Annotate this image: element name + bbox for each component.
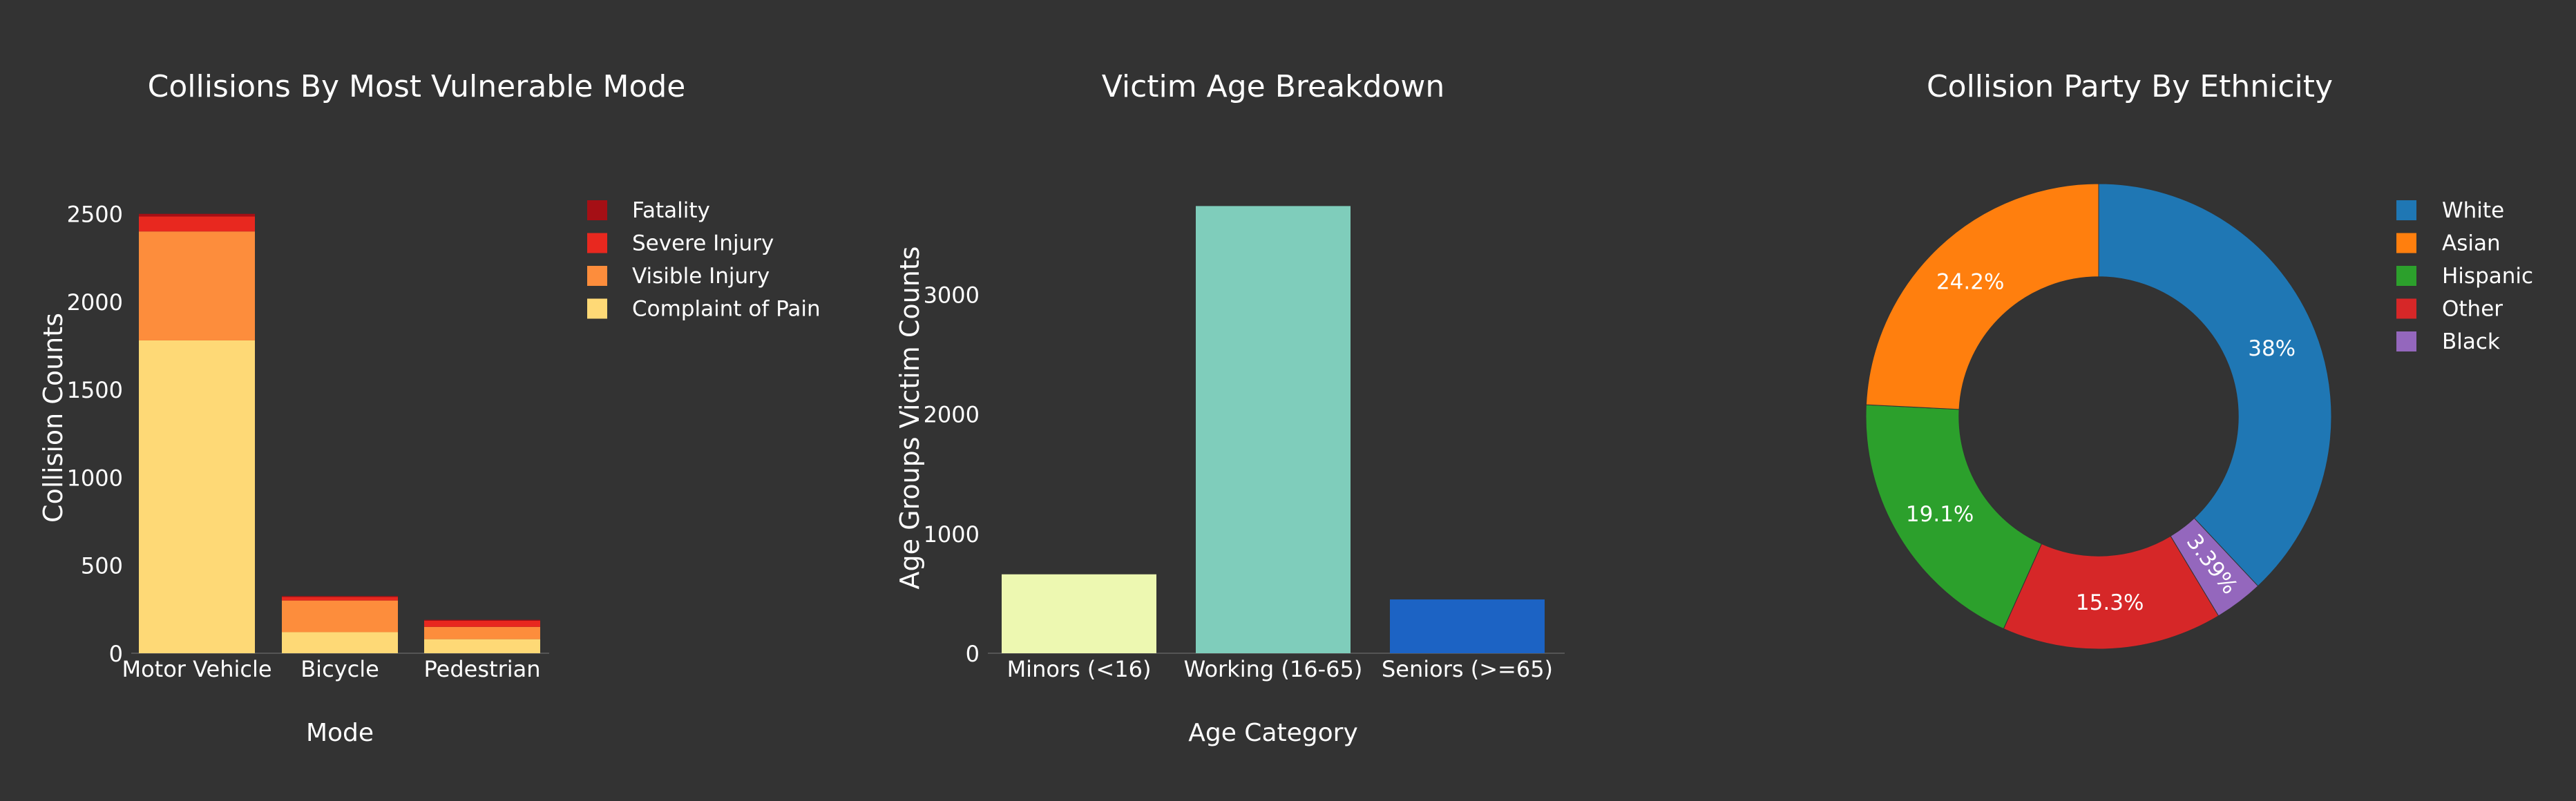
mode-y-tick-label: 2000 — [67, 289, 123, 316]
mode-x-tick-label: Pedestrian — [424, 656, 541, 682]
ethnicity-slice — [1865, 404, 2043, 630]
mode-y-tick-label: 1500 — [67, 377, 123, 403]
mode-legend-swatch — [587, 266, 607, 286]
mode-bar-segment — [282, 632, 398, 653]
ethnicity-legend-label: White — [2442, 198, 2504, 223]
mode-y-tick-label: 500 — [81, 553, 123, 579]
age-y-tick-label: 1000 — [924, 521, 980, 548]
ethnicity-legend-swatch — [2396, 266, 2416, 286]
mode-legend-swatch — [587, 200, 607, 220]
mode-y-tick-label: 1000 — [67, 465, 123, 491]
mode-bar-segment — [282, 597, 398, 601]
mode-bar-segment — [424, 620, 540, 627]
ethnicity-slice-label: 15.3% — [2076, 590, 2144, 615]
mode-legend-label: Fatality — [632, 198, 710, 223]
mode-x-tick-label: Bicycle — [300, 656, 379, 682]
ethnicity-legend-label: Black — [2442, 329, 2500, 354]
age-bar — [1196, 206, 1351, 653]
age-y-tick-label: 3000 — [924, 282, 980, 309]
age-bar — [1390, 599, 1545, 653]
ethnicity-legend-label: Other — [2442, 297, 2503, 322]
ethnicity-slice — [2003, 535, 2220, 650]
mode-chart-legend: Fatality Severe Injury Visible Injury Compl… — [587, 198, 821, 322]
mode-legend-swatch — [587, 233, 607, 253]
age-chart: Victim Age Breakdown Age Groups Victim C… — [895, 69, 1565, 747]
ethnicity-chart-title: Collision Party By Ethnicity — [1927, 69, 2333, 104]
age-chart-x-axis: Minors (<16) Working (16-65) Seniors (>=65… — [1007, 656, 1553, 682]
ethnicity-slice — [1865, 183, 2099, 410]
ethnicity-chart: Collision Party By Ethnicity 38%3.39%15.… — [1865, 69, 2533, 650]
mode-chart: Collisions By Most Vulnerable Mode Colli… — [38, 69, 821, 747]
age-x-tick-label: Seniors (>=65) — [1382, 656, 1553, 682]
mode-chart-x-axis: Motor Vehicle Bicycle Pedestrian — [122, 656, 540, 682]
age-x-tick-label: Working (16-65) — [1184, 656, 1363, 682]
ethnicity-slice — [2098, 183, 2332, 587]
mode-y-tick-label: 0 — [109, 641, 123, 667]
mode-y-tick-label: 2500 — [67, 202, 123, 228]
mode-bar-segment — [282, 600, 398, 633]
mode-chart-bars — [139, 213, 540, 653]
mode-chart-xlabel: Mode — [306, 719, 374, 747]
age-chart-xlabel: Age Category — [1188, 719, 1358, 747]
age-y-tick-label: 0 — [966, 641, 980, 667]
ethnicity-legend-label: Asian — [2442, 231, 2501, 256]
age-y-tick-label: 2000 — [924, 402, 980, 428]
mode-legend-swatch — [587, 298, 607, 319]
mode-bar-segment — [139, 216, 255, 232]
mode-chart-title: Collisions By Most Vulnerable Mode — [148, 69, 686, 104]
mode-bar-segment — [139, 213, 255, 217]
age-chart-bars — [1002, 206, 1545, 653]
mode-bar-segment — [282, 596, 398, 597]
mode-legend-label: Visible Injury — [632, 264, 770, 289]
ethnicity-legend-swatch — [2396, 233, 2416, 253]
ethnicity-slice-label: 38% — [2248, 336, 2296, 361]
mode-legend-label: Complaint of Pain — [632, 297, 821, 322]
mode-chart-ylabel: Collision Counts — [38, 313, 68, 523]
age-chart-title: Victim Age Breakdown — [1102, 69, 1445, 104]
mode-bar-segment — [424, 619, 540, 621]
mode-bar-segment — [424, 639, 540, 653]
ethnicity-legend-label: Hispanic — [2442, 264, 2533, 289]
ethnicity-legend-swatch — [2396, 200, 2416, 220]
age-bar — [1002, 574, 1156, 653]
ethnicity-legend-swatch — [2396, 331, 2416, 351]
mode-legend-label: Severe Injury — [632, 231, 774, 256]
mode-bar-segment — [139, 231, 255, 340]
age-x-tick-label: Minors (<16) — [1007, 656, 1152, 682]
ethnicity-slice-label: 24.2% — [1936, 270, 2004, 295]
mode-bar-segment — [139, 340, 255, 653]
ethnicity-chart-legend: White Asian Hispanic Other Black — [2396, 198, 2533, 354]
ethnicity-donut — [1865, 183, 2332, 650]
age-chart-ylabel: Age Groups Victim Counts — [895, 247, 925, 590]
ethnicity-slice-label: 19.1% — [1906, 502, 1974, 527]
ethnicity-legend-swatch — [2396, 298, 2416, 319]
mode-bar-segment — [424, 626, 540, 639]
mode-x-tick-label: Motor Vehicle — [122, 656, 271, 682]
